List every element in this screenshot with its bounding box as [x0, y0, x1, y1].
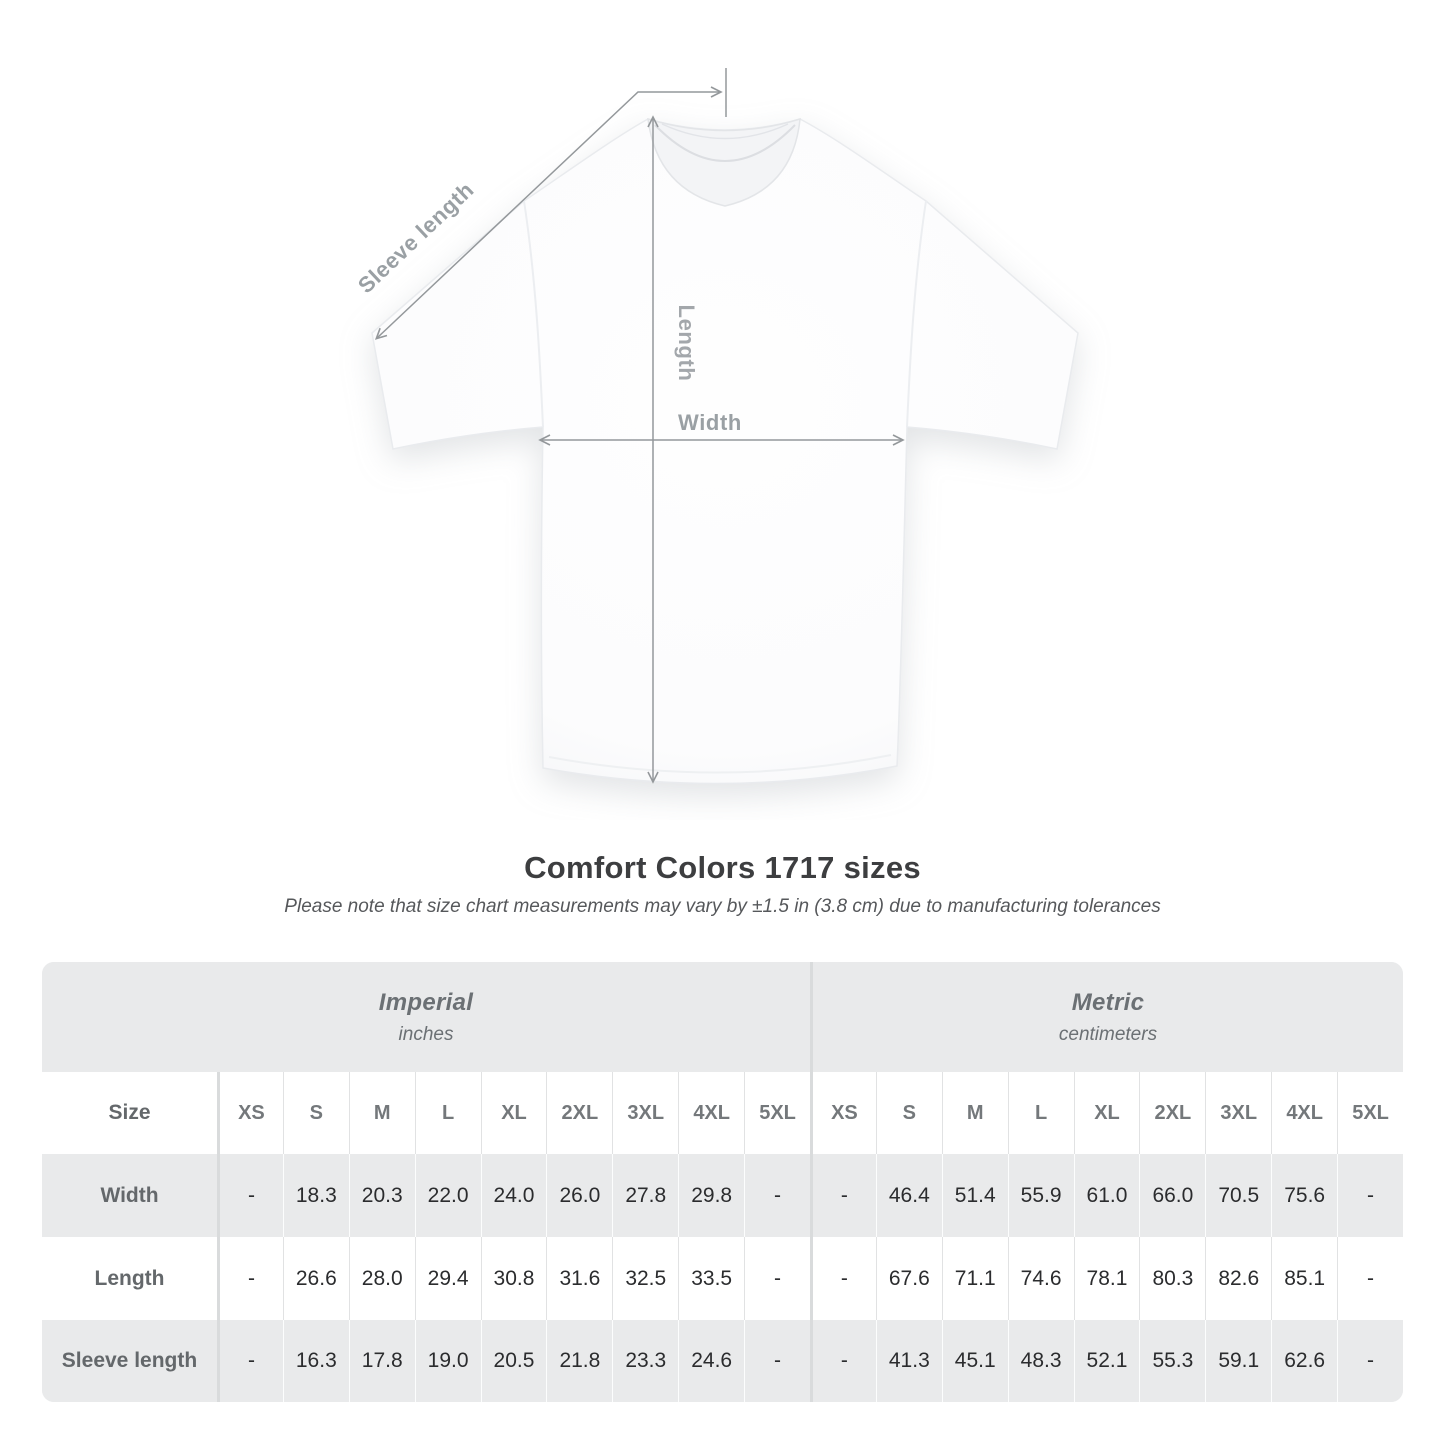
table-cell: - — [809, 1154, 876, 1237]
length-label: Length — [674, 305, 699, 382]
table-cell: 45.1 — [941, 1320, 1008, 1402]
table-cell: - — [217, 1237, 283, 1320]
tshirt-measurement-diagram: Sleeve length Length Width — [353, 68, 1079, 785]
col-header: L — [1007, 1072, 1074, 1154]
table-cell: 52.1 — [1073, 1320, 1140, 1402]
table-cell: - — [1337, 1237, 1403, 1320]
col-header: XS — [217, 1072, 283, 1154]
table-cell: 61.0 — [1073, 1154, 1140, 1237]
table-cell: 20.3 — [348, 1154, 415, 1237]
table-cell: 19.0 — [414, 1320, 481, 1402]
imperial-unit: inches — [398, 1023, 454, 1045]
table-cell: 29.8 — [678, 1154, 745, 1237]
table-cell: 21.8 — [546, 1320, 613, 1402]
table-cell: 29.4 — [414, 1237, 481, 1320]
table-cell: 16.3 — [282, 1320, 349, 1402]
table-cell: - — [1337, 1320, 1403, 1402]
width-label: Width — [678, 410, 742, 435]
table-cell: 46.4 — [875, 1154, 942, 1237]
table-cell: 17.8 — [348, 1320, 415, 1402]
size-header-cell: Size — [42, 1072, 217, 1154]
table-cell: 20.5 — [480, 1320, 547, 1402]
col-header: 2XL — [1139, 1072, 1206, 1154]
table-cell: - — [217, 1320, 283, 1402]
col-header: 5XL — [744, 1072, 810, 1154]
tshirt-svg: Sleeve length Length Width — [353, 68, 1079, 785]
sleeve-length-arrow — [374, 86, 723, 340]
col-header: S — [282, 1072, 349, 1154]
table-cell: - — [744, 1154, 810, 1237]
table-cell: 28.0 — [348, 1237, 415, 1320]
imperial-title: Imperial — [378, 988, 474, 1016]
table-cell: 24.0 — [480, 1154, 547, 1237]
table-cell: 27.8 — [612, 1154, 679, 1237]
table-cell: 26.6 — [282, 1237, 349, 1320]
table-cell: 22.0 — [414, 1154, 481, 1237]
col-header: 2XL — [546, 1072, 613, 1154]
table-cell: 51.4 — [941, 1154, 1008, 1237]
metric-section-header: Metric centimeters — [809, 962, 1403, 1072]
table-cell: 78.1 — [1073, 1237, 1140, 1320]
table-cell: - — [1337, 1154, 1403, 1237]
col-header: 3XL — [1205, 1072, 1272, 1154]
table-cell: 26.0 — [546, 1154, 613, 1237]
row-label-width: Width — [42, 1154, 217, 1237]
table-cell: 85.1 — [1271, 1237, 1338, 1320]
dimension-lines — [374, 68, 905, 784]
table-cell: 32.5 — [612, 1237, 679, 1320]
col-header: 4XL — [678, 1072, 745, 1154]
table-cell: 41.3 — [875, 1320, 942, 1402]
row-label-sleeve-length: Sleeve length — [42, 1320, 217, 1402]
col-header: M — [941, 1072, 1008, 1154]
col-header: S — [875, 1072, 942, 1154]
table-cell: 23.3 — [612, 1320, 679, 1402]
table-cell: 33.5 — [678, 1237, 745, 1320]
page-title: Comfort Colors 1717 sizes — [524, 850, 921, 885]
table-cell: 70.5 — [1205, 1154, 1272, 1237]
table-cell: 75.6 — [1271, 1154, 1338, 1237]
col-header: 5XL — [1337, 1072, 1403, 1154]
table-cell: 30.8 — [480, 1237, 547, 1320]
col-header: 3XL — [612, 1072, 679, 1154]
table-cell: - — [744, 1237, 810, 1320]
table-cell: 24.6 — [678, 1320, 745, 1402]
col-header: 4XL — [1271, 1072, 1338, 1154]
col-header: L — [414, 1072, 481, 1154]
table-cell: 59.1 — [1205, 1320, 1272, 1402]
col-header: XL — [1073, 1072, 1140, 1154]
table-cell: 62.6 — [1271, 1320, 1338, 1402]
col-header: M — [348, 1072, 415, 1154]
table-cell: - — [217, 1154, 283, 1237]
table-cell: - — [744, 1320, 810, 1402]
tolerance-note: Please note that size chart measurements… — [284, 896, 1161, 917]
row-label-length: Length — [42, 1237, 217, 1320]
size-chart-table: Imperial inches Metric centimeters Size … — [42, 962, 1403, 1402]
table-cell: 67.6 — [875, 1237, 942, 1320]
table-cell: 55.3 — [1139, 1320, 1206, 1402]
col-header: XL — [480, 1072, 547, 1154]
table-cell: 80.3 — [1139, 1237, 1206, 1320]
imperial-section-header: Imperial inches — [42, 962, 810, 1072]
metric-title: Metric — [1071, 988, 1145, 1016]
col-header: XS — [809, 1072, 876, 1154]
tshirt-graphic — [371, 117, 1079, 785]
table-cell: 66.0 — [1139, 1154, 1206, 1237]
table-cell: - — [809, 1320, 876, 1402]
table-cell: 74.6 — [1007, 1237, 1074, 1320]
table-cell: 48.3 — [1007, 1320, 1074, 1402]
table-cell: 71.1 — [941, 1237, 1008, 1320]
table-cell: 55.9 — [1007, 1154, 1074, 1237]
table-cell: 31.6 — [546, 1237, 613, 1320]
table-cell: - — [809, 1237, 876, 1320]
metric-unit: centimeters — [1058, 1023, 1158, 1045]
table-cell: 18.3 — [282, 1154, 349, 1237]
table-cell: 82.6 — [1205, 1237, 1272, 1320]
